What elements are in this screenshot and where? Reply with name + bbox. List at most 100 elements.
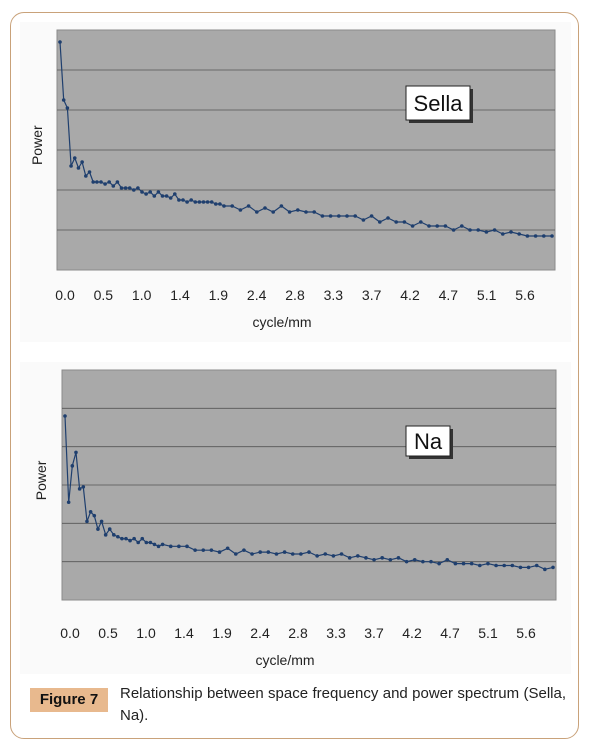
data-point [339,552,344,556]
data-point [437,561,441,566]
data-point [107,527,112,531]
figure-label: Figure 7 [30,688,108,712]
data-point [443,224,448,228]
data-point [550,234,554,238]
title-box [405,85,471,121]
data-point [91,180,96,184]
data-point [189,198,193,202]
data-point [177,544,181,549]
data-point [119,186,124,190]
data-point [136,186,140,190]
data-point [181,198,185,202]
data-point [99,519,104,524]
data-point [337,214,341,218]
data-point [144,540,149,545]
chart-title: Sella [414,91,464,116]
data-point [255,210,259,214]
x-axis-label: cycle/mm [252,314,311,330]
data-point [144,192,148,196]
x-tick-label: 1.9 [212,625,232,641]
data-point [132,536,136,541]
data-point [177,198,181,202]
chart-sella: 0.0 0.5 1.0 1.4 1.9 2.4 2.8 3.3 3.7 4.2 4.7 5.1 5.6 c… [29,29,556,330]
x-tick-label: 2.4 [247,287,267,303]
x-tick-label: 3.7 [362,287,382,303]
data-point [128,538,132,543]
data-point [388,557,393,562]
data-point [74,450,78,455]
data-point [494,563,498,568]
data-point [364,556,368,560]
title-box [405,425,451,457]
data-point [410,224,415,228]
data-point [312,210,317,214]
data-point [279,204,284,208]
data-point [80,160,84,164]
y-axis-label: Power [29,125,45,165]
data-point [124,536,128,541]
data-point [386,216,390,220]
data-point [263,206,267,210]
data-point [353,214,358,218]
x-tick-label: 0.5 [94,287,114,303]
data-point [517,232,521,236]
x-tick-label: 5.6 [515,287,535,303]
data-point [282,550,287,554]
data-point [323,552,328,556]
data-point [242,548,246,552]
data-point [274,552,279,556]
data-point [152,542,157,547]
data-point [287,210,292,214]
data-point [331,554,336,558]
data-point [88,510,93,514]
data-point [542,234,546,238]
data-point [99,180,103,184]
data-point [168,196,173,200]
data-point [510,563,515,568]
x-tick-label: 1.9 [209,287,229,303]
data-point [396,556,401,560]
data-point [111,184,116,188]
data-point [193,548,197,552]
data-point [81,485,86,489]
data-point [152,194,157,198]
data-point [218,202,222,206]
data-point [543,567,547,572]
data-point [156,544,161,549]
data-point [115,180,120,184]
data-point [526,565,531,570]
data-point [214,202,218,206]
data-point [476,228,481,232]
data-point [217,550,222,554]
data-point [427,224,431,228]
data-point [533,234,538,238]
data-point [238,208,243,212]
data-point [445,557,450,562]
x-tick-label: 1.4 [170,287,190,303]
data-point [429,559,433,564]
chart-panel-na: 0.0 0.5 1.0 1.4 1.9 2.4 2.8 3.3 3.7 4.2 4.7 5.1 5.6 c… [20,362,571,674]
x-tick-label: 4.2 [400,287,420,303]
data-point [534,563,539,568]
data-point [356,554,360,558]
data-point [525,234,530,238]
data-point [304,210,308,214]
y-axis-label: Power [33,460,49,500]
data-point [201,200,206,204]
data-point [87,170,92,174]
data-point [402,220,407,224]
x-tick-label: 4.7 [439,287,459,303]
data-point [112,533,116,537]
data-point [148,190,152,194]
data-point [290,552,295,556]
data-point [140,536,145,541]
data-point [63,414,67,418]
data-point [164,194,169,198]
data-point [132,188,136,192]
data-point [250,552,254,556]
data-point [484,230,489,234]
data-point [451,228,456,232]
data-point [205,200,210,204]
data-point [107,180,111,184]
data-point [453,561,458,566]
